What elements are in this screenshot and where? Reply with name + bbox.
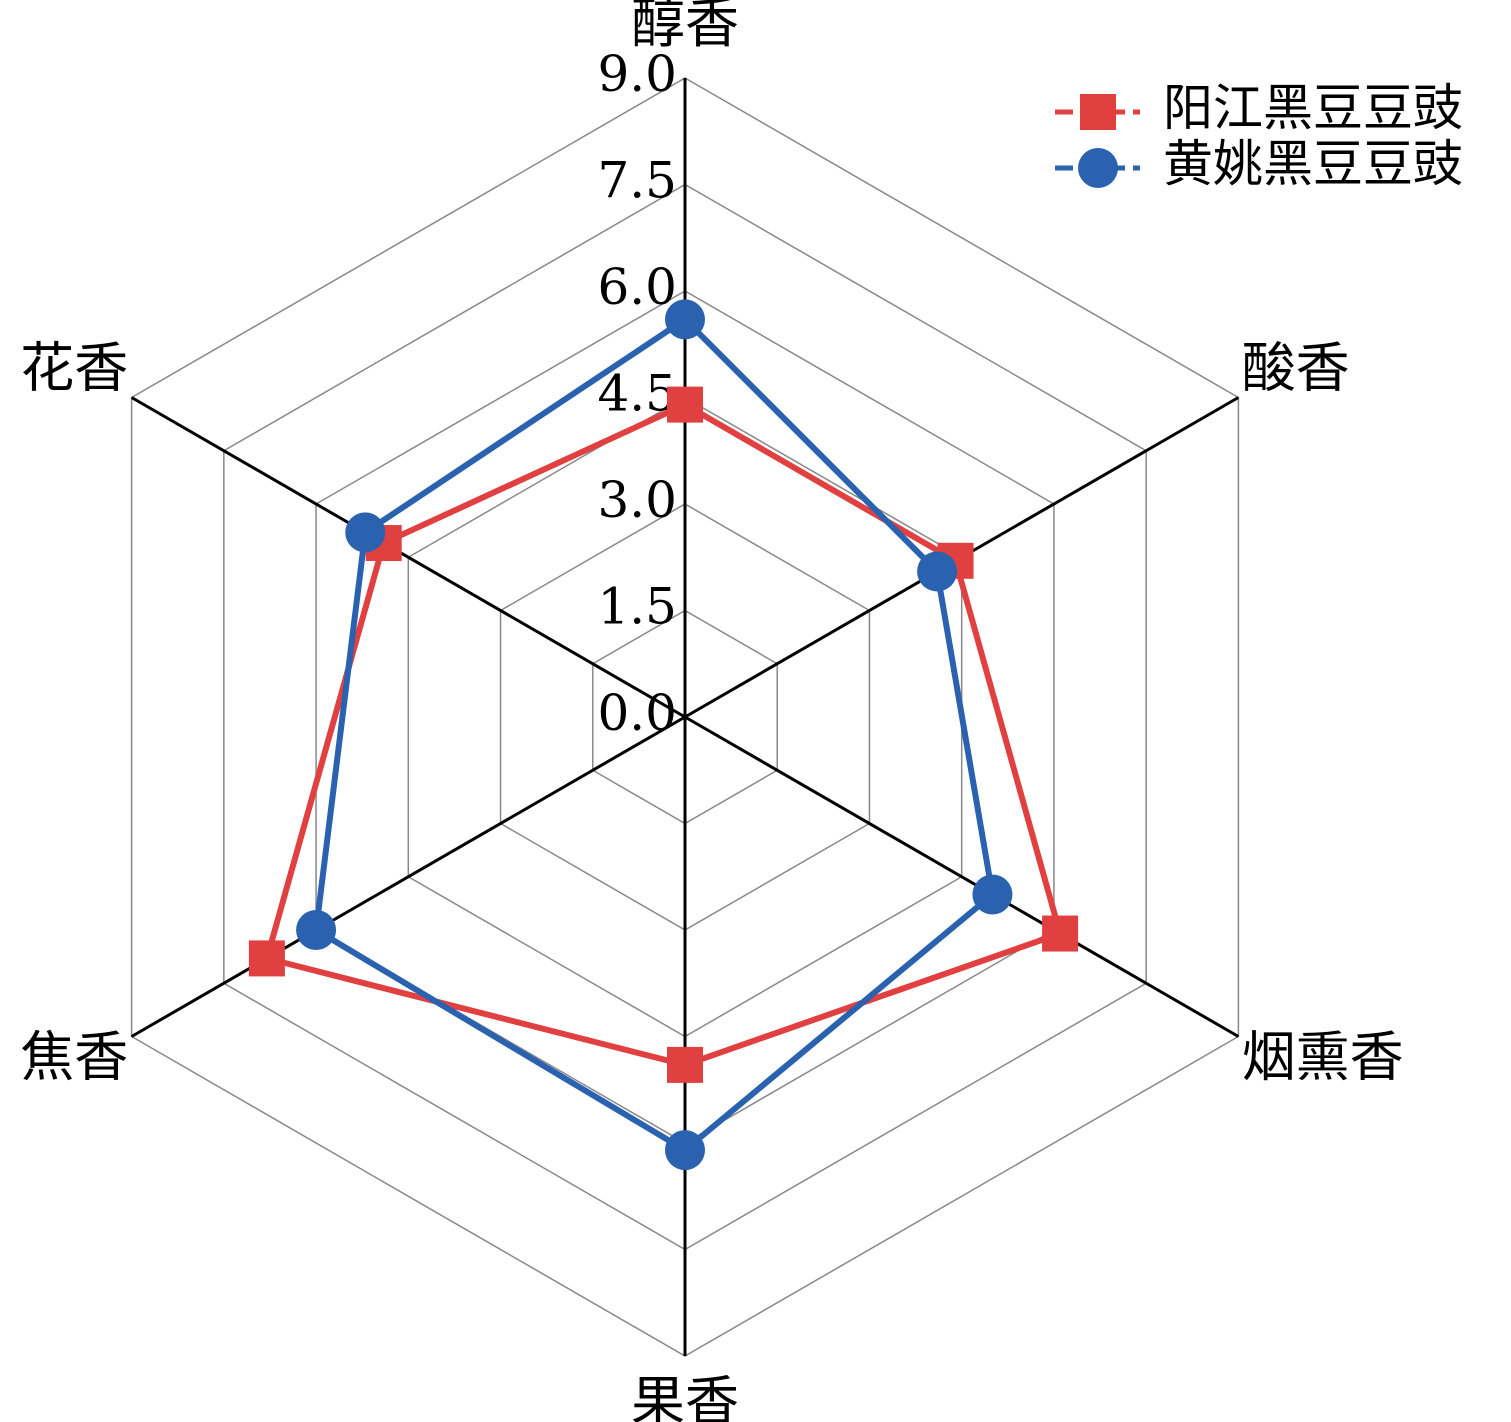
- legend-label: 黄姚黑豆豆豉: [1163, 135, 1463, 193]
- marker: [665, 1130, 705, 1171]
- axis-label: 花香: [20, 337, 128, 400]
- r-tick-label: 0.0: [597, 684, 677, 742]
- r-tick-label: 7.5: [597, 152, 677, 210]
- r-tick-label: 9.0: [597, 45, 677, 103]
- marker: [665, 299, 705, 340]
- r-tick-label: 3.0: [597, 471, 677, 529]
- marker: [667, 386, 703, 423]
- marker: [972, 874, 1013, 915]
- axis-line: [684, 715, 1240, 1038]
- axis-line: [130, 396, 686, 719]
- legend-marker: [1078, 148, 1118, 188]
- r-tick-label: 6.0: [597, 258, 677, 316]
- axis-label: 烟熏香: [1242, 1026, 1404, 1089]
- axis-label: 醇香: [631, 0, 739, 55]
- legend-marker: [1080, 94, 1116, 130]
- marker: [345, 512, 386, 553]
- marker: [917, 551, 958, 592]
- marker: [667, 1046, 703, 1083]
- axis-label: 酸香: [1242, 337, 1350, 400]
- axis-label: 果香: [631, 1370, 739, 1422]
- r-tick-label: 1.5: [597, 578, 677, 636]
- marker: [1042, 915, 1079, 952]
- marker: [296, 910, 337, 950]
- marker: [248, 940, 285, 977]
- legend-label: 阳江黑豆豆豉: [1163, 79, 1463, 137]
- axis-line: [130, 715, 686, 1038]
- axis-label: 焦香: [20, 1026, 128, 1089]
